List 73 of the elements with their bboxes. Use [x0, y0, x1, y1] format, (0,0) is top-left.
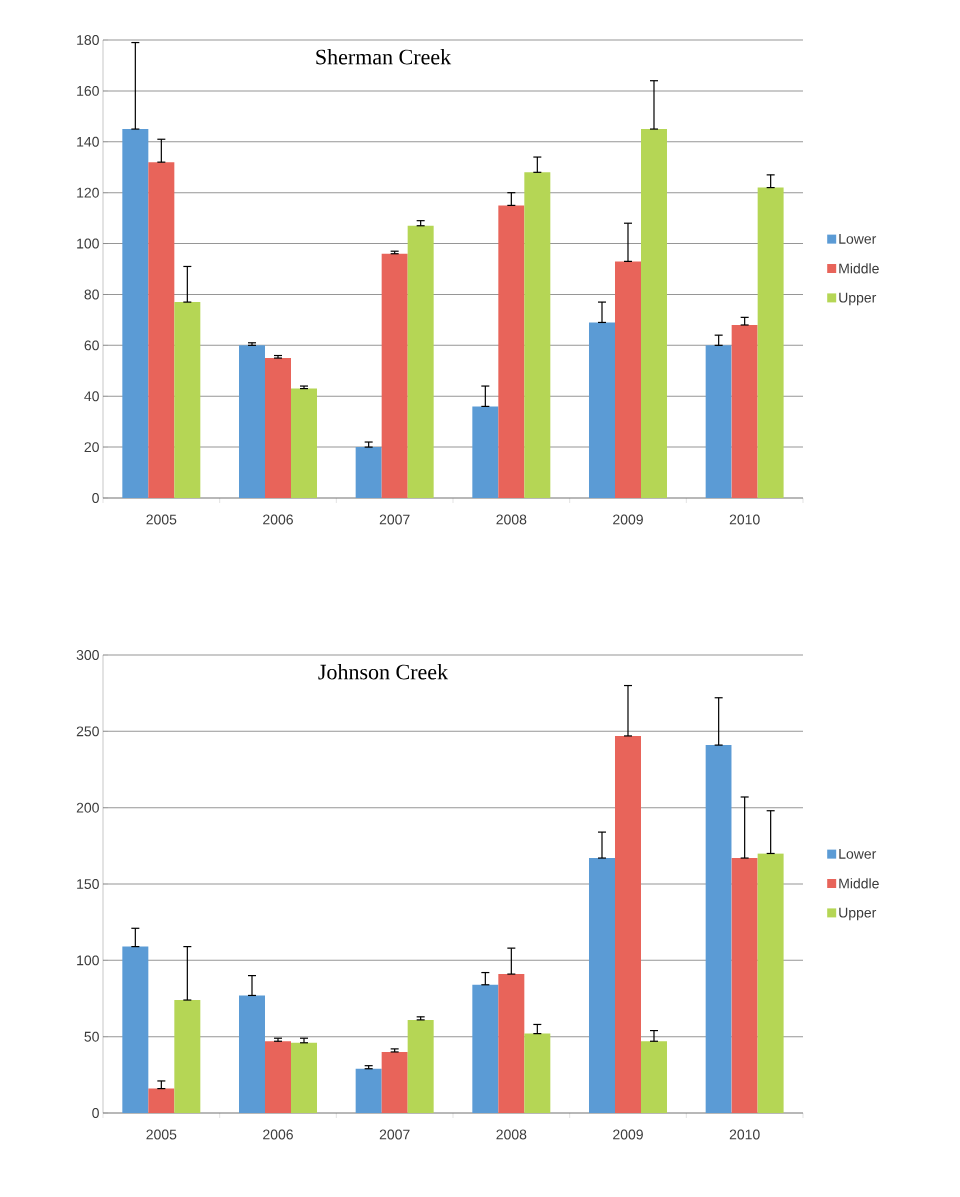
bar — [524, 1033, 551, 1114]
x-tick-label: 2006 — [263, 514, 293, 525]
y-tick-label: 120 — [77, 187, 99, 198]
x-tick-label: 2009 — [613, 514, 643, 525]
y-tick-label: 60 — [84, 340, 99, 351]
bar — [239, 345, 265, 499]
y-tick-label: 20 — [84, 442, 99, 453]
y-tick-label: 160 — [77, 85, 99, 96]
x-tick-label: 2008 — [496, 1129, 527, 1140]
bar — [122, 129, 149, 499]
bar — [174, 1000, 201, 1114]
bar — [731, 324, 758, 499]
x-tick-label: 2009 — [613, 1129, 643, 1140]
bar — [355, 1068, 382, 1114]
y-tick-label: 200 — [76, 802, 99, 813]
y-tick-label: 180 — [77, 35, 99, 45]
legend-label: Lower — [839, 234, 877, 244]
bar — [757, 853, 784, 1114]
legend-label: Middle — [839, 878, 879, 889]
bar — [291, 1042, 317, 1114]
y-tick-label: 100 — [77, 238, 99, 249]
bar — [498, 974, 525, 1114]
bar — [615, 261, 641, 499]
y-tick-label: 0 — [92, 1108, 99, 1118]
y-tick-label: 140 — [77, 136, 99, 147]
chart-title: Sherman Creek — [316, 49, 452, 65]
bar — [615, 735, 641, 1114]
bar — [641, 129, 667, 499]
bar — [381, 253, 408, 499]
bar — [705, 745, 732, 1114]
bar — [524, 172, 551, 499]
bar — [407, 1019, 434, 1114]
bar — [472, 984, 499, 1114]
bar — [355, 447, 382, 499]
bar — [148, 1088, 175, 1114]
y-tick-label: 50 — [84, 1031, 99, 1042]
y-tick-label: 80 — [84, 289, 99, 300]
y-tick-label: 150 — [77, 879, 99, 889]
y-tick-label: 40 — [84, 391, 99, 402]
bar — [148, 162, 175, 499]
bar — [588, 858, 615, 1114]
bar — [731, 858, 758, 1114]
x-tick-label: 2005 — [146, 1129, 177, 1140]
bar — [381, 1051, 408, 1114]
y-tick-label: 300 — [76, 650, 99, 660]
bar — [239, 995, 265, 1114]
bar — [472, 406, 499, 499]
x-tick-label: 2007 — [379, 1129, 410, 1140]
legend-label: Upper — [839, 907, 877, 921]
legend-label: Lower — [839, 849, 877, 859]
x-tick-label: 2010 — [729, 1129, 760, 1140]
bar — [641, 1041, 667, 1114]
chart-title: Johnson Creek — [318, 664, 449, 680]
x-tick-label: 2008 — [496, 514, 527, 525]
bar — [174, 302, 201, 499]
x-tick-label: 2005 — [146, 514, 177, 525]
x-tick-label: 2007 — [379, 514, 410, 525]
legend-label: Upper — [839, 292, 877, 306]
bar — [407, 225, 434, 499]
bar — [757, 187, 784, 499]
bar — [498, 205, 525, 499]
bar — [265, 1041, 291, 1114]
y-tick-label: 0 — [92, 493, 99, 503]
y-tick-label: 250 — [76, 726, 99, 737]
y-tick-label: 100 — [77, 955, 99, 966]
x-tick-label: 2006 — [263, 1129, 293, 1140]
bar — [705, 345, 732, 499]
bar — [265, 358, 291, 499]
bar — [291, 388, 317, 499]
legend-label: Middle — [839, 263, 879, 274]
bar — [588, 322, 615, 499]
bar — [122, 946, 149, 1114]
x-tick-label: 2010 — [729, 514, 760, 525]
